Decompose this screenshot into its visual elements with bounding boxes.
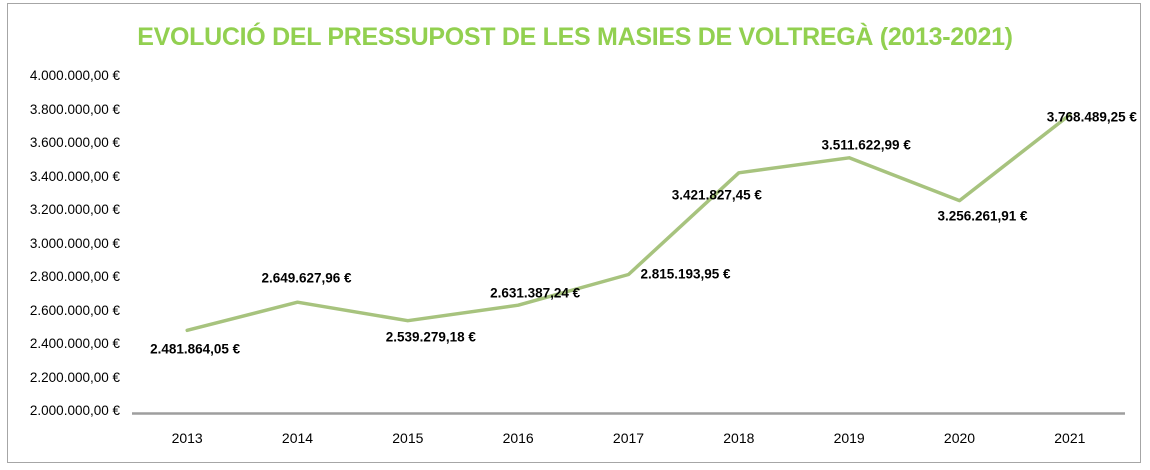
y-axis-tick-label: 4.000.000,00 € xyxy=(29,68,120,83)
chart-title: EVOLUCIÓ DEL PRESSUPOST DE LES MASIES DE… xyxy=(137,23,1013,51)
x-axis-category-label: 2017 xyxy=(612,430,645,446)
y-axis-tick-label: 3.000.000,00 € xyxy=(29,235,120,251)
y-axis-tick-label: 3.200.000,00 € xyxy=(29,202,120,217)
data-point-label: 2.815.193,95 € xyxy=(640,266,731,282)
data-point-label: 2.481.864,05 € xyxy=(150,341,241,357)
y-axis-tick-label: 2.400.000,00 € xyxy=(29,336,120,351)
y-axis-tick-label: 2.600.000,00 € xyxy=(29,302,120,318)
x-axis-category-label: 2015 xyxy=(392,430,424,446)
y-axis-tick-label: 3.400.000,00 € xyxy=(29,168,120,184)
x-axis-category-label: 2016 xyxy=(502,430,534,446)
y-axis-tick-label: 3.600.000,00 € xyxy=(29,135,120,150)
x-axis-category-label: 2013 xyxy=(171,430,203,446)
budget-line-series xyxy=(185,113,1072,333)
x-axis-category-label: 2019 xyxy=(833,430,865,446)
x-axis-category-label: 2018 xyxy=(723,430,755,446)
y-axis-tick-label: 2.200.000,00 € xyxy=(29,369,120,385)
x-axis-category-label: 2020 xyxy=(943,430,976,446)
y-axis-tick-label: 2.800.000,00 € xyxy=(29,269,120,284)
data-point-label: 2.649.627,96 € xyxy=(261,270,352,286)
data-point-label: 2.631.387,24 € xyxy=(490,285,581,301)
x-axis-category-label: 2014 xyxy=(281,430,314,446)
y-axis-tick-label: 2.000.000,00 € xyxy=(29,403,120,418)
y-axis-tick-label: 3.800.000,00 € xyxy=(29,101,120,117)
data-point-label: 2.539.279,18 € xyxy=(385,329,476,345)
x-axis-category-label: 2021 xyxy=(1054,430,1086,446)
data-point-label: 3.256.261,91 € xyxy=(937,208,1028,224)
data-point-label: 3.768.489,25 € xyxy=(1046,109,1137,125)
data-point-label: 3.511.622,99 € xyxy=(821,137,911,153)
data-point-label: 3.421.827,45 € xyxy=(671,187,762,203)
